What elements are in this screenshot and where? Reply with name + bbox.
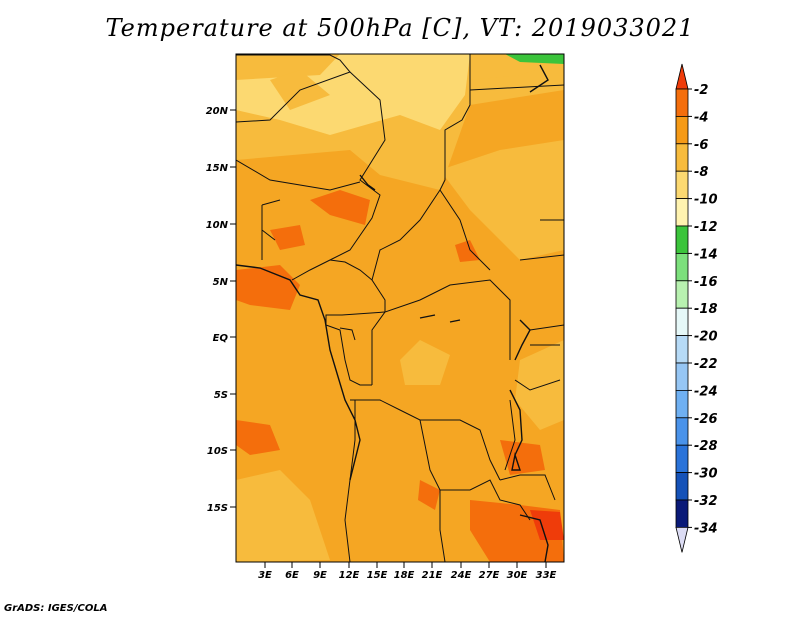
map-frame	[235, 53, 565, 563]
lon-label: 15E	[367, 570, 388, 581]
longitude-axis: 3E 6E 9E 12E 15E 18E 21E 24E 27E 30E 33E	[258, 562, 557, 581]
lon-label: 12E	[339, 570, 360, 581]
lon-label: 33E	[536, 570, 557, 581]
map-title: Temperature at 500hPa [C], VT: 201903302…	[105, 14, 695, 42]
colorbar-label: -22	[694, 357, 718, 372]
colorbar-label: -26	[694, 412, 718, 427]
grads-credit: GrADS: IGES/COLA	[4, 603, 108, 614]
colorbar-swatch	[675, 444, 689, 474]
colorbar-label: -32	[694, 494, 718, 509]
lon-label: 24E	[451, 570, 472, 581]
lon-label: 21E	[422, 570, 443, 581]
lon-label: 3E	[258, 570, 272, 581]
colorbar-swatch	[675, 499, 689, 528]
colorbar-swatch	[675, 170, 689, 199]
colorbar-label: -8	[694, 165, 708, 180]
colorbar-label: -6	[694, 138, 708, 153]
colorbar-swatch	[675, 362, 689, 391]
lat-label: 5N	[213, 277, 229, 288]
colorbar-label: -10	[694, 193, 718, 208]
colorbar-label: -20	[694, 330, 718, 345]
colorbar-label: -24	[694, 384, 718, 399]
colorbar-swatch	[675, 198, 689, 227]
lat-label: 15S	[207, 503, 228, 514]
colorbar-label: -34	[694, 521, 718, 536]
colorbar-swatch	[675, 417, 689, 446]
colorbar-label: -18	[694, 302, 718, 317]
colorbar-label: -28	[694, 439, 718, 454]
colorbar-label: -14	[694, 247, 718, 262]
colorbar-bottom-arrow	[675, 527, 689, 553]
lat-label: EQ	[213, 333, 229, 344]
colorbar-swatch	[675, 389, 689, 419]
colorbar-swatch	[675, 88, 689, 117]
colorbar-label: -16	[694, 275, 718, 290]
colorbar-swatch	[675, 307, 689, 337]
lat-label: 15N	[206, 163, 229, 174]
lon-label: 6E	[285, 570, 299, 581]
lon-label: 30E	[507, 570, 528, 581]
latitude-axis: 20N 15N 10N 5N EQ 5S 10S 15S	[206, 106, 236, 514]
colorbar-label: -12	[694, 220, 718, 235]
colorbar-swatch	[675, 472, 689, 501]
colorbar-top-arrow	[675, 63, 689, 90]
lat-label: 10N	[206, 220, 229, 231]
colorbar: -2 -4 -6 -8 -10 -12 -14 -16 -18 -20 -22 -24 -26 -28 -3…	[675, 63, 718, 553]
colorbar-swatch	[675, 335, 689, 364]
map-plot-area	[236, 54, 564, 562]
colorbar-swatch	[675, 116, 689, 145]
lat-label: 10S	[207, 446, 228, 457]
colorbar-label: -2	[694, 83, 708, 98]
colorbar-swatch	[675, 143, 689, 172]
colorbar-swatch	[675, 252, 689, 282]
colorbar-label: -4	[694, 110, 708, 125]
lat-label: 20N	[206, 106, 229, 117]
colorbar-label: -30	[694, 467, 718, 482]
lon-label: 27E	[479, 570, 500, 581]
lon-label: 18E	[394, 570, 415, 581]
colorbar-swatch	[675, 225, 689, 254]
lon-label: 9E	[313, 570, 327, 581]
lat-label: 5S	[214, 390, 228, 401]
colorbar-swatch	[675, 280, 689, 309]
